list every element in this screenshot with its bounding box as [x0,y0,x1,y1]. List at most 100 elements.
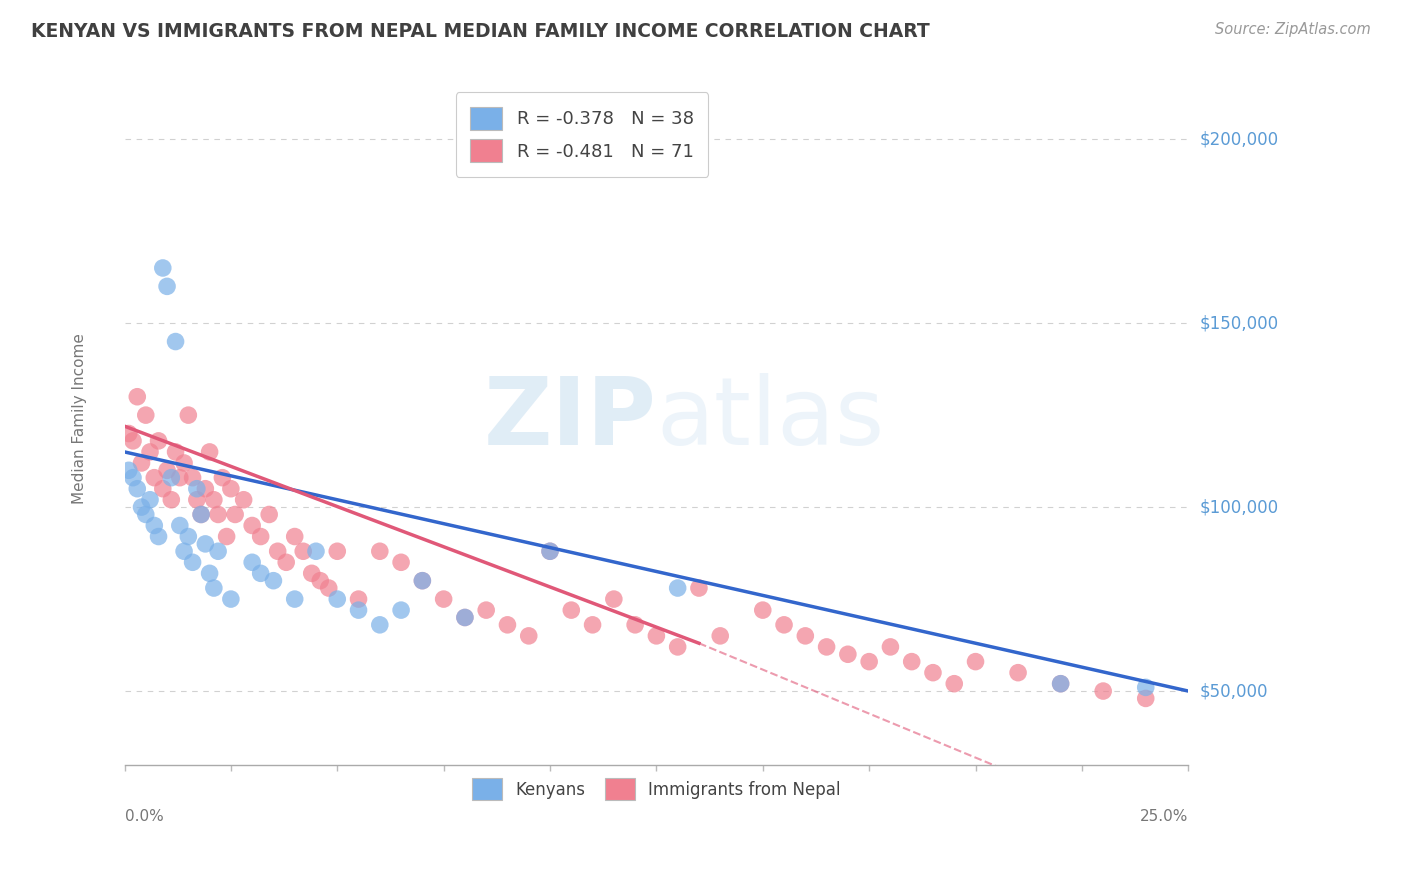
Point [433,592,456,607]
Point [143,518,166,533]
Text: $50,000: $50,000 [1199,682,1268,700]
Point [454,610,477,624]
Point [165,334,187,349]
Point [122,471,145,485]
Text: Median Family Income: Median Family Income [72,334,87,504]
Point [177,408,200,422]
Point [666,581,689,595]
Point [194,482,217,496]
Point [181,471,204,485]
Point [207,508,229,522]
Point [194,537,217,551]
Point [202,492,225,507]
Point [122,434,145,448]
Point [160,492,183,507]
Point [135,508,157,522]
Point [186,482,208,496]
Point [127,390,149,404]
Point [454,610,477,624]
Text: 25.0%: 25.0% [1140,809,1188,824]
Point [190,508,212,522]
Point [173,544,195,558]
Point [240,518,263,533]
Point [165,445,187,459]
Text: KENYAN VS IMMIGRANTS FROM NEPAL MEDIAN FAMILY INCOME CORRELATION CHART: KENYAN VS IMMIGRANTS FROM NEPAL MEDIAN F… [31,22,929,41]
Point [645,629,668,643]
Point [1135,681,1157,695]
Point [1007,665,1029,680]
Point [815,640,838,654]
Point [135,408,157,422]
Point [560,603,582,617]
Point [581,617,603,632]
Point [262,574,284,588]
Point [517,629,540,643]
Point [131,456,153,470]
Point [232,492,254,507]
Point [207,544,229,558]
Text: 0.0%: 0.0% [125,809,163,824]
Point [794,629,817,643]
Point [249,530,271,544]
Point [202,581,225,595]
Point [411,574,433,588]
Point [156,279,179,293]
Text: $150,000: $150,000 [1199,314,1278,332]
Point [709,629,731,643]
Point [143,471,166,485]
Point [139,445,162,459]
Point [249,566,271,581]
Text: $200,000: $200,000 [1199,130,1278,148]
Legend: Kenyans, Immigrants from Nepal: Kenyans, Immigrants from Nepal [464,770,849,808]
Point [1135,691,1157,706]
Point [368,617,391,632]
Point [169,518,191,533]
Point [284,530,307,544]
Point [173,456,195,470]
Point [152,482,174,496]
Point [318,581,340,595]
Point [139,492,162,507]
Point [496,617,519,632]
Point [879,640,901,654]
Point [326,544,349,558]
Point [169,471,191,485]
Point [538,544,561,558]
Point [1092,684,1115,698]
Point [624,617,647,632]
Point [211,471,233,485]
Point [1049,676,1071,690]
Point [475,603,498,617]
Point [190,508,212,522]
Point [148,434,170,448]
Point [284,592,307,607]
Point [309,574,332,588]
Point [666,640,689,654]
Point [773,617,796,632]
Point [240,555,263,569]
Point [389,603,412,617]
Point [156,463,179,477]
Point [148,530,170,544]
Point [181,555,204,569]
Text: $100,000: $100,000 [1199,498,1278,516]
Point [276,555,298,569]
Point [160,471,183,485]
Text: Source: ZipAtlas.com: Source: ZipAtlas.com [1215,22,1371,37]
Point [224,508,246,522]
Point [411,574,433,588]
Point [837,647,859,661]
Point [603,592,626,607]
Point [752,603,775,617]
Point [1049,676,1071,690]
Point [688,581,710,595]
Point [118,463,141,477]
Point [301,566,323,581]
Point [267,544,290,558]
Point [219,592,242,607]
Point [943,676,966,690]
Text: ZIP: ZIP [484,373,657,465]
Point [219,482,242,496]
Point [922,665,945,680]
Point [186,492,208,507]
